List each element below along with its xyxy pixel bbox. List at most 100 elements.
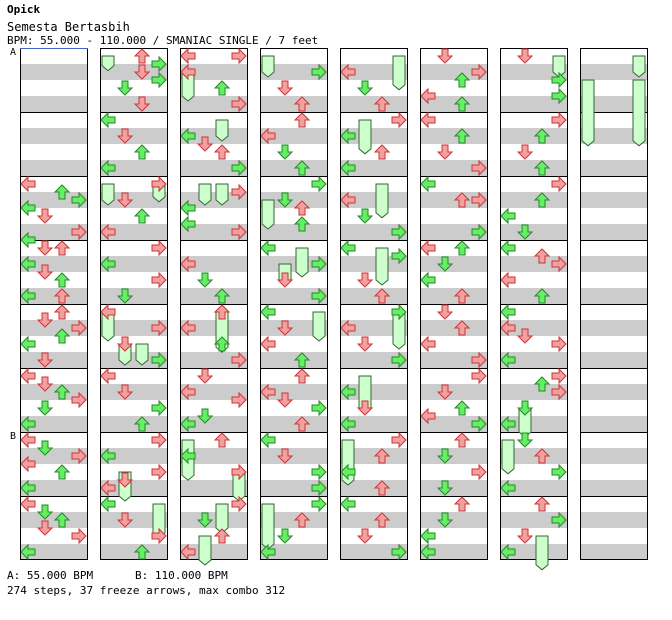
beat-stripe — [20, 320, 88, 336]
right-arrow-icon — [311, 63, 327, 81]
left-arrow-icon — [260, 303, 276, 321]
down-arrow-icon — [516, 144, 534, 160]
beat-stripe — [420, 448, 488, 464]
up-arrow-icon — [213, 304, 231, 320]
beat-stripe — [20, 96, 88, 112]
left-arrow-icon — [260, 335, 276, 353]
beat-stripe — [20, 160, 88, 176]
right-arrow-icon — [151, 431, 167, 449]
beat-stripe — [340, 448, 408, 464]
up-arrow-icon — [533, 248, 551, 264]
right-arrow-icon — [151, 175, 167, 193]
down-arrow-icon — [356, 400, 374, 416]
beat-stripe — [100, 384, 168, 400]
down-arrow-icon — [116, 192, 134, 208]
left-arrow-icon — [500, 319, 516, 337]
left-arrow-icon — [180, 255, 196, 273]
up-arrow-icon — [373, 512, 391, 528]
right-arrow-icon — [151, 319, 167, 337]
beat-stripe — [180, 320, 248, 336]
left-arrow-icon — [20, 495, 36, 513]
down-arrow-icon — [276, 80, 294, 96]
right-arrow-icon — [471, 63, 487, 81]
up-arrow-icon — [533, 288, 551, 304]
beat-stripe — [580, 416, 648, 432]
left-arrow-icon — [100, 159, 116, 177]
right-arrow-icon — [71, 319, 87, 337]
left-arrow-icon — [20, 479, 36, 497]
right-arrow-icon — [311, 463, 327, 481]
freeze-arrow — [392, 55, 406, 91]
down-arrow-icon — [436, 448, 454, 464]
right-arrow-icon — [151, 399, 167, 417]
freeze-arrow — [135, 343, 149, 366]
up-arrow-icon — [453, 320, 471, 336]
beat-stripe — [260, 320, 328, 336]
beat-stripe — [20, 416, 88, 432]
beat-stripe — [260, 192, 328, 208]
beat-stripe — [420, 224, 488, 240]
beat-stripe — [500, 192, 568, 208]
up-arrow-icon — [533, 128, 551, 144]
beat-stripe — [260, 160, 328, 176]
beat-stripe — [20, 192, 88, 208]
down-arrow-icon — [276, 144, 294, 160]
right-arrow-icon — [391, 223, 407, 241]
beat-stripe — [580, 384, 648, 400]
beat-stripe — [420, 352, 488, 368]
up-arrow-icon — [53, 240, 71, 256]
beat-stripe — [20, 448, 88, 464]
up-arrow-icon — [453, 96, 471, 112]
left-arrow-icon — [500, 207, 516, 225]
right-arrow-icon — [551, 87, 567, 105]
left-arrow-icon — [180, 415, 196, 433]
beat-stripe — [420, 192, 488, 208]
left-arrow-icon — [180, 63, 196, 81]
beat-stripe — [180, 480, 248, 496]
left-arrow-icon — [20, 255, 36, 273]
bpm-a-legend: A: 55.000 BPM — [7, 569, 94, 582]
beat-stripe — [180, 256, 248, 272]
down-arrow-icon — [356, 208, 374, 224]
right-arrow-icon — [551, 175, 567, 193]
beat-stripe — [260, 384, 328, 400]
beat-stripe — [340, 288, 408, 304]
down-arrow-icon — [516, 224, 534, 240]
up-arrow-icon — [533, 376, 551, 392]
left-arrow-icon — [100, 479, 116, 497]
freeze-arrow — [312, 311, 326, 342]
left-arrow-icon — [260, 383, 276, 401]
down-arrow-icon — [36, 264, 54, 280]
beat-stripe — [580, 512, 648, 528]
beat-stripe — [260, 480, 328, 496]
up-arrow-icon — [213, 336, 231, 352]
down-arrow-icon — [196, 408, 214, 424]
left-arrow-icon — [420, 527, 436, 545]
beat-stripe — [500, 224, 568, 240]
beat-stripe — [180, 96, 248, 112]
right-arrow-icon — [311, 495, 327, 513]
beat-stripe — [420, 64, 488, 80]
up-arrow-icon — [133, 544, 151, 560]
freeze-arrow — [101, 55, 115, 72]
up-arrow-icon — [453, 496, 471, 512]
freeze-arrow — [261, 55, 275, 78]
right-arrow-icon — [391, 431, 407, 449]
beat-stripe — [100, 224, 168, 240]
right-arrow-icon — [551, 511, 567, 529]
right-arrow-icon — [471, 367, 487, 385]
right-arrow-icon — [551, 71, 567, 89]
column-border — [100, 48, 168, 560]
beat-stripe — [20, 288, 88, 304]
down-arrow-icon — [276, 272, 294, 288]
bpm-b-legend: B: 110.000 BPM — [135, 569, 228, 582]
beat-stripe — [420, 160, 488, 176]
up-arrow-icon — [293, 512, 311, 528]
freeze-arrow — [198, 183, 212, 206]
column-border — [420, 48, 488, 560]
beat-stripe — [260, 128, 328, 144]
song-title: Semesta Bertasbih — [7, 20, 130, 34]
right-arrow-icon — [551, 383, 567, 401]
down-arrow-icon — [436, 256, 454, 272]
beat-stripe — [180, 160, 248, 176]
